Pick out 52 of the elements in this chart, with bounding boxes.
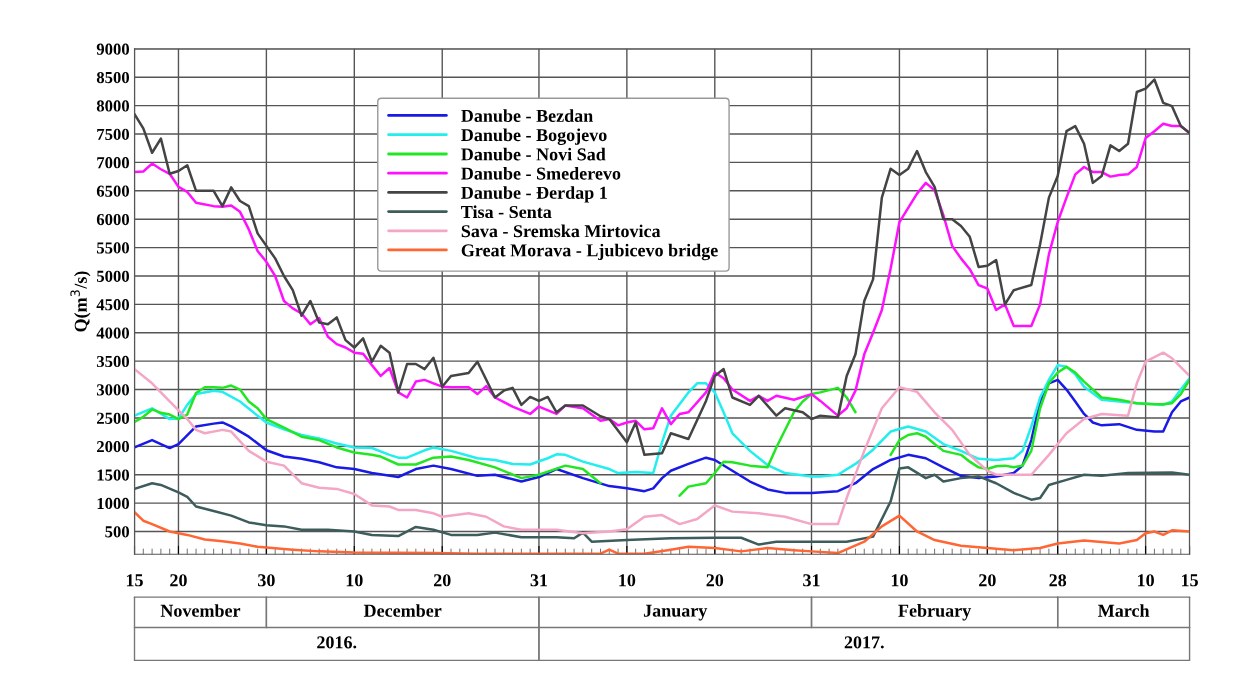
text: February <box>898 604 972 621</box>
x-tick-label: 10 <box>619 574 636 587</box>
y-tick-label: 2500 <box>97 412 130 424</box>
legend-label: Danube - Bogojevo <box>461 128 607 145</box>
y-tick-label: 4000 <box>96 327 130 339</box>
y-tick-label: 4500 <box>96 299 130 311</box>
x-tick-label: 20 <box>433 574 451 587</box>
legend-label: Great Morava - Ljubicevo bridge <box>461 243 718 261</box>
y-tick-label: 7500 <box>97 128 130 140</box>
text: 2016. <box>317 636 357 649</box>
x-tick-label: 10 <box>346 574 363 587</box>
text: March <box>1098 604 1150 617</box>
y-axis-title: Q(m$^{3}$/s) <box>70 271 91 332</box>
legend-label: Danube - Smederevo <box>461 166 621 180</box>
x-tick-label: 31 <box>530 574 548 587</box>
text: December <box>363 604 442 617</box>
y-tick-label: 5000 <box>96 270 130 282</box>
x-tick-label: 10 <box>891 574 908 587</box>
y-tick-label: 3500 <box>96 355 130 368</box>
line-series <box>134 351 1190 535</box>
line-series <box>134 363 1190 478</box>
legend-label: Danube - Bezdan <box>461 109 593 123</box>
x-tick-label: 10 <box>1138 574 1154 587</box>
y-tick-label: 5500 <box>96 242 130 254</box>
x-tick-label: 30 <box>258 574 275 587</box>
text: November <box>160 604 241 617</box>
x-tick-label: 15 <box>126 574 143 587</box>
x-tick-label: 20 <box>170 574 187 587</box>
text: 2017. <box>844 636 884 649</box>
y-tick-label: 6500 <box>96 185 130 197</box>
x-tick-label: 20 <box>979 574 996 587</box>
y-tick-label: 6000 <box>96 213 130 226</box>
y-tick-label: 500 <box>105 526 130 538</box>
line-series <box>134 78 1190 457</box>
y-tick-label: 7000 <box>97 157 130 169</box>
legend-label: Tisa - Senta <box>461 205 552 219</box>
y-tick-label: 9000 <box>96 43 130 55</box>
y-tick-label: 1500 <box>97 469 130 481</box>
text: January <box>643 604 708 621</box>
y-tick-label: 2000 <box>97 441 130 453</box>
x-tick-label: 15 <box>1182 574 1198 587</box>
x-tick-label: 28 <box>1049 574 1067 587</box>
legend-label: Danube - Novi Sad <box>461 147 606 161</box>
y-tick-label: 8500 <box>96 71 130 84</box>
x-tick-label: 31 <box>803 574 820 587</box>
x-tick-label: 20 <box>706 574 724 587</box>
line-series <box>134 466 1190 546</box>
legend-label: Danube - Đerdap 1 <box>461 186 607 203</box>
y-tick-label: 8000 <box>96 100 130 112</box>
legend-label: Sava - Sremska Mirtovica <box>461 224 661 238</box>
y-tick-label: 1000 <box>97 497 130 510</box>
y-tick-label: 3000 <box>96 384 130 396</box>
